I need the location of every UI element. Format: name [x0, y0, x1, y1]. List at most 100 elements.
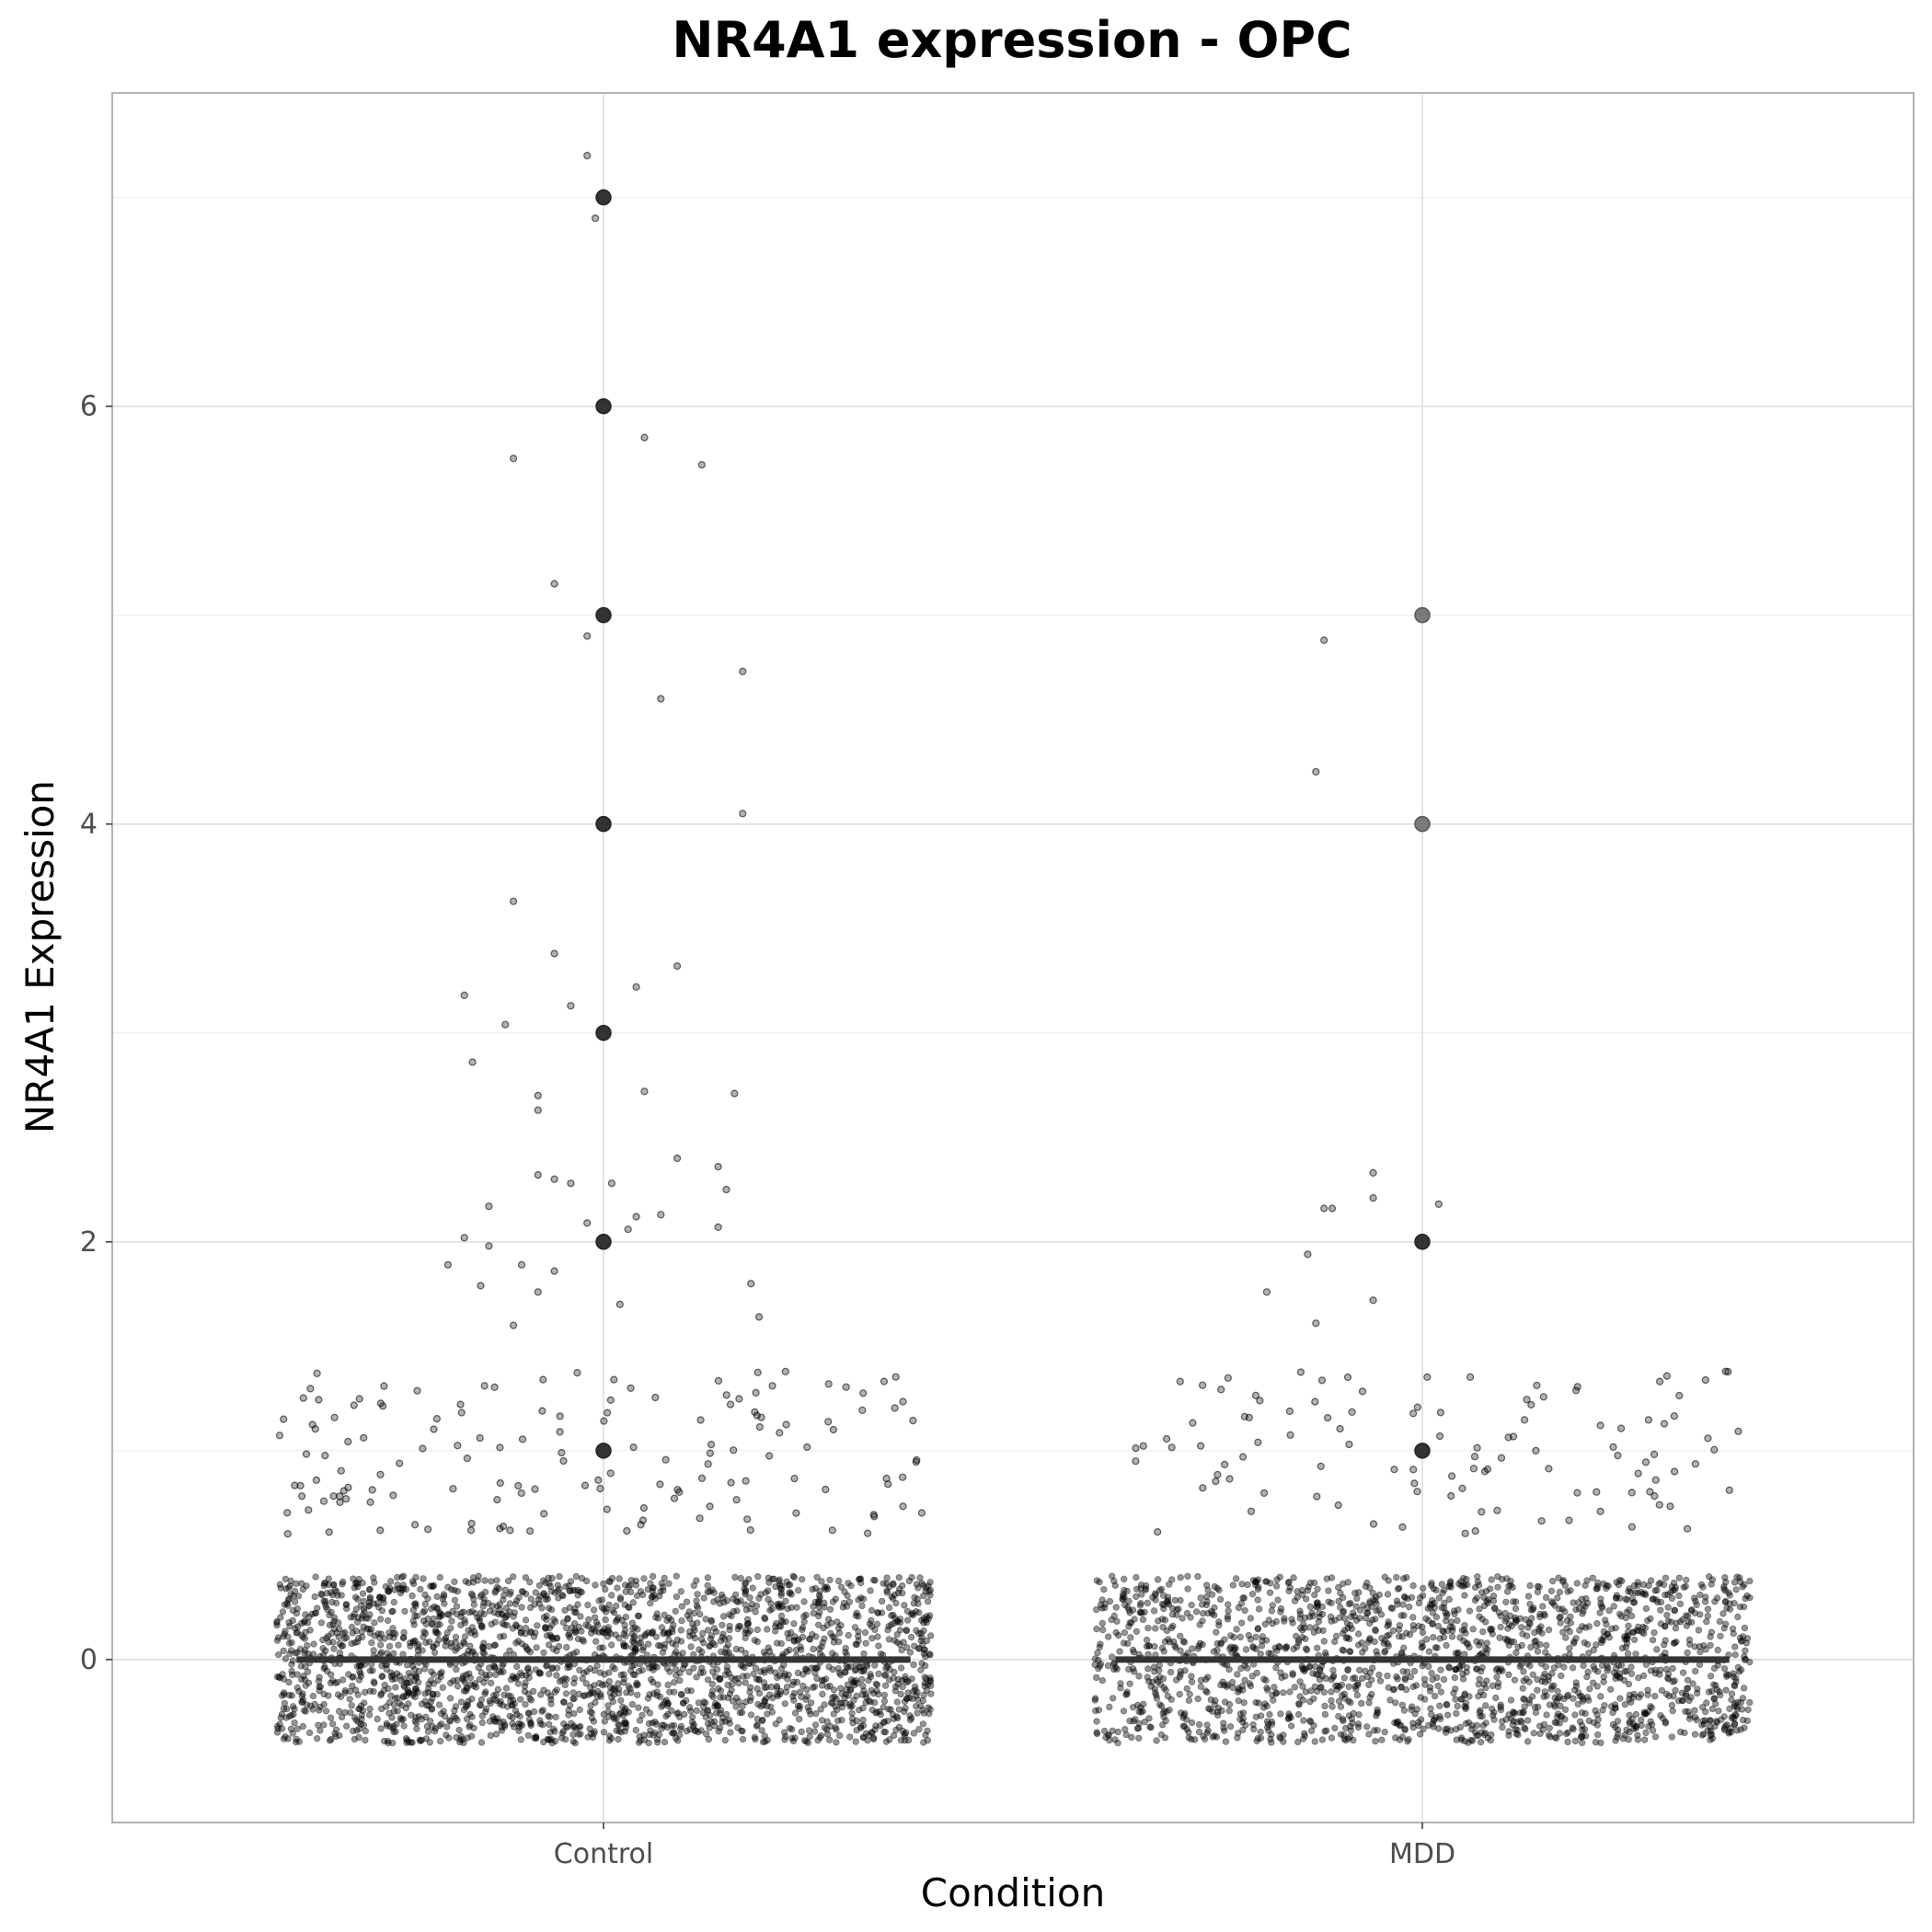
data-point	[715, 1685, 722, 1692]
data-point	[719, 1621, 726, 1628]
data-point	[885, 1636, 892, 1643]
data-point	[1427, 1705, 1434, 1712]
data-point	[765, 1452, 774, 1460]
data-point	[901, 1697, 909, 1706]
data-point	[627, 1689, 635, 1696]
data-point	[503, 1621, 511, 1629]
data-point	[907, 1633, 915, 1641]
data-point	[1501, 1609, 1509, 1617]
data-point	[1569, 1664, 1577, 1672]
data-point	[676, 1677, 684, 1685]
data-point	[633, 1592, 641, 1600]
data-point	[1673, 1619, 1680, 1627]
data-point	[602, 1608, 610, 1616]
data-point	[1539, 1603, 1547, 1610]
data-point	[821, 1604, 828, 1611]
data-point	[1458, 1484, 1466, 1493]
data-point	[275, 1634, 282, 1641]
data-point	[366, 1599, 374, 1606]
data-point	[858, 1675, 866, 1684]
data-point	[1432, 1614, 1440, 1621]
data-point	[451, 1578, 458, 1585]
data-point	[441, 1593, 448, 1600]
data-point	[312, 1609, 320, 1616]
data-point	[1746, 1577, 1754, 1585]
data-point	[1095, 1656, 1102, 1663]
data-point	[512, 1621, 520, 1628]
data-point	[568, 1719, 575, 1727]
data-point	[1263, 1718, 1271, 1725]
data-point	[351, 1714, 359, 1721]
data-point	[467, 1629, 475, 1637]
data-point	[443, 1629, 451, 1637]
data-point	[509, 1719, 516, 1728]
data-point	[555, 1594, 562, 1602]
data-point	[427, 1582, 434, 1590]
data-point	[1296, 1368, 1305, 1376]
data-point	[359, 1579, 366, 1587]
data-point	[1235, 1730, 1242, 1737]
data-point	[712, 1628, 720, 1636]
data-point	[461, 1616, 468, 1624]
data-point	[615, 1634, 623, 1642]
data-point	[1479, 1628, 1487, 1636]
data-point	[1269, 1602, 1276, 1609]
data-point	[1644, 1416, 1653, 1424]
data-point	[1314, 1644, 1321, 1651]
data-point	[1186, 1690, 1193, 1698]
data-point	[354, 1691, 362, 1698]
data-point	[1345, 1683, 1352, 1690]
data-point	[908, 1675, 915, 1683]
data-point	[765, 1595, 772, 1604]
data-point	[385, 1588, 393, 1595]
data-point	[1697, 1581, 1705, 1588]
data-point	[628, 1700, 637, 1708]
data-point	[811, 1664, 819, 1672]
data-point	[699, 1703, 707, 1711]
data-point	[452, 1647, 459, 1654]
data-point	[1644, 1616, 1651, 1625]
data-point	[603, 1409, 612, 1417]
data-point	[1440, 1634, 1448, 1641]
data-point	[696, 1646, 703, 1653]
data-point	[427, 1698, 435, 1706]
data-point	[411, 1666, 419, 1673]
data-point	[522, 1616, 530, 1624]
data-point	[1476, 1641, 1483, 1649]
data-point	[1280, 1738, 1287, 1745]
data-point	[466, 1642, 474, 1650]
data-point	[1715, 1708, 1722, 1715]
data-point	[1436, 1702, 1443, 1709]
data-point	[925, 1582, 932, 1590]
data-point	[1328, 1204, 1337, 1213]
data-point	[1266, 1589, 1274, 1596]
data-point	[1675, 1574, 1683, 1581]
data-point	[1389, 1627, 1397, 1635]
data-point	[440, 1708, 447, 1715]
data-point	[714, 1223, 722, 1232]
data-point	[487, 1699, 494, 1707]
data-point	[1325, 1587, 1332, 1594]
data-point	[393, 1720, 400, 1728]
data-point	[1328, 1703, 1336, 1710]
data-point	[844, 1592, 851, 1599]
data-point	[327, 1714, 335, 1721]
data-point	[835, 1629, 844, 1637]
data-point	[344, 1437, 352, 1446]
data-point	[343, 1722, 351, 1730]
data-point	[799, 1576, 806, 1583]
data-point	[753, 1685, 761, 1693]
data-point	[1091, 1696, 1098, 1704]
data-point	[635, 1739, 643, 1746]
data-point	[500, 1621, 509, 1628]
data-point	[422, 1735, 431, 1742]
data-point	[732, 1496, 741, 1504]
data-point	[464, 1715, 471, 1722]
data-point	[430, 1425, 438, 1433]
data-point	[1332, 1682, 1340, 1690]
data-point	[1277, 1608, 1284, 1616]
data-point	[427, 1677, 435, 1685]
data-point	[1661, 1641, 1668, 1649]
data-point	[454, 1645, 461, 1652]
data-point	[305, 1506, 313, 1514]
